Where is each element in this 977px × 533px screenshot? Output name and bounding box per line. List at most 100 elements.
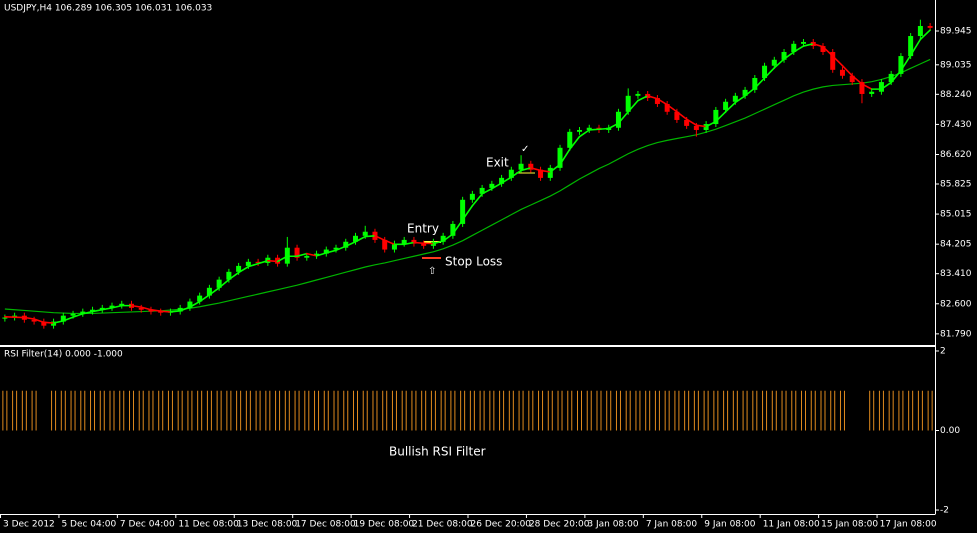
candle-body [781,51,787,60]
fast-ma-segment [62,316,74,322]
fast-ma-segment [773,58,785,69]
fast-ma-segment [189,300,201,308]
fast-ma-segment [403,241,415,246]
candle-body [839,69,845,76]
candle-body [654,98,660,104]
candle-body [898,56,904,74]
candle-body [742,89,748,96]
fast-ma-segment [315,252,328,257]
candle-body [60,315,66,322]
x-tick-label: 5 Dec 04:00 [61,520,116,530]
candle-body [401,239,407,244]
y-tick-label: 89.945 [940,27,972,37]
fast-ma-segment [432,240,444,245]
fast-ma-segment [305,252,318,257]
fast-ma-segment [43,321,55,324]
candle-body [2,317,8,319]
candle-body [440,235,446,242]
fast-ma-segment [900,54,912,72]
fast-ma-segment [568,135,581,151]
candle-body [119,303,125,306]
fast-ma-segment [685,118,698,126]
candle-body [557,147,563,168]
candle-body [508,169,514,178]
x-tick-label: 3 Dec 2012 [3,520,55,530]
candle-body [547,167,553,178]
x-tick-label: 26 Dec 20:00 [471,520,532,530]
fast-ma-segment [169,310,181,313]
fast-ma-segment [637,95,649,102]
fast-ma-segment [111,304,123,309]
fast-ma-segment [218,278,230,289]
candle-body [294,247,300,258]
candle-body [99,307,105,310]
fast-ma-segment [33,318,45,324]
fast-ma-segment [520,167,532,172]
candle-body [888,73,894,83]
candle-body [31,319,37,322]
fast-ma-segment [861,83,873,90]
fast-ma-segment [530,167,542,172]
candle-body [352,235,358,242]
candle-body [421,243,427,246]
fast-ma-segment [831,55,844,67]
candle-body [138,307,144,310]
candle-body [158,311,164,313]
candle-body [830,51,836,70]
candle-body [752,77,758,90]
fast-ma-segment [267,259,279,263]
fast-ma-segment [179,306,191,312]
candle-body [917,25,923,37]
fast-ma-segment [919,29,931,41]
fast-ma-segment [383,239,396,246]
fast-ma-segment [247,262,259,268]
candle-body [849,75,855,83]
entry-label: Entry [407,222,439,236]
y-tick-label: 85.825 [940,180,972,190]
fast-ma-segment [442,233,454,242]
candle-body [908,36,914,57]
y-tick-label: 88.240 [940,90,972,100]
candle-body [216,279,222,288]
y-tick-label: 86.620 [940,150,972,160]
candle-body [382,239,388,250]
fast-ma-segment [52,320,65,324]
x-tick-label: 15 Jan 08:00 [821,520,878,530]
fast-ma-segment [198,294,211,303]
indicator-header: RSI Filter(14) 0.000 -1.000 [4,350,123,360]
x-tick-label: 17 Dec 08:00 [295,520,356,530]
candle-body [323,249,329,254]
candle-body [528,163,534,170]
x-tick-label: 28 Dec 20:00 [529,520,590,530]
candle-body [80,311,86,314]
fast-ma-segment [91,308,104,313]
fast-ma-segment [276,255,289,263]
fast-ma-segment [101,307,113,311]
entry-arrow: ⇧ [428,266,436,277]
exit-label: Exit [486,156,509,170]
candle-body [820,46,826,52]
fast-ma-segment [208,287,220,296]
fast-ma-segment [130,304,143,308]
fast-ma-segment [744,87,756,97]
candle-body [70,313,76,316]
candle-body [90,309,96,312]
candle-body [479,187,485,194]
fast-ma-segment [715,110,727,123]
candle-body [460,199,466,224]
candle-body [664,103,670,112]
candle-body [518,163,524,170]
fast-ma-segment [880,81,892,90]
y-tick-label: 89.035 [940,60,972,70]
candle-body [245,261,251,266]
x-tick-label: 7 Dec 04:00 [120,520,175,530]
fast-ma-segment [792,45,805,53]
fast-ma-segment [617,110,630,125]
candle-body [226,271,232,280]
fast-ma-segment [695,124,707,128]
y-tick-label: 82.600 [940,299,972,309]
fast-ma-segment [783,51,795,60]
fast-ma-segment [491,182,503,190]
candle-body [927,25,933,28]
